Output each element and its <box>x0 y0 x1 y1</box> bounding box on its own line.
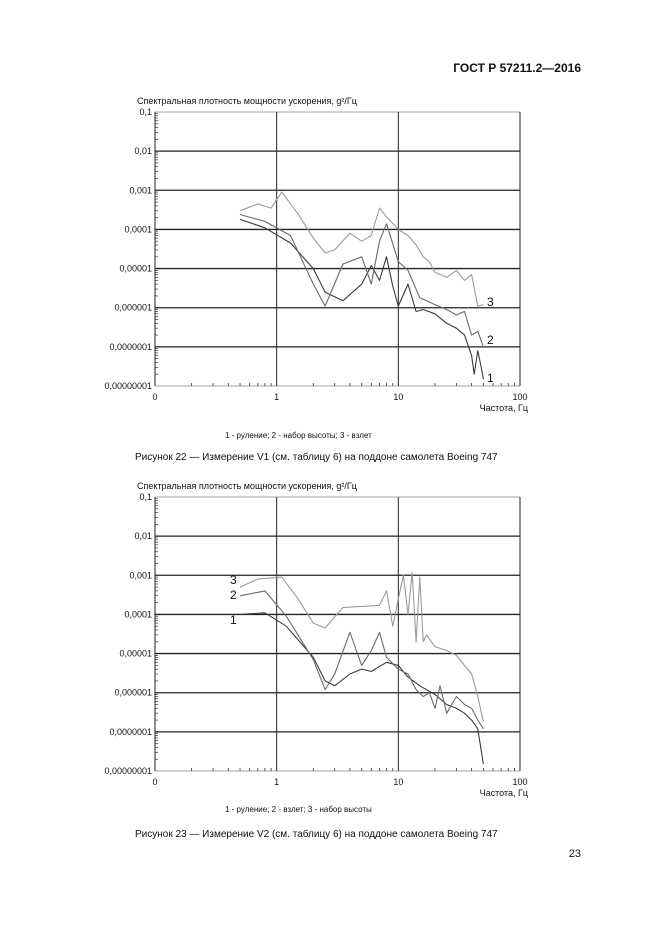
figure-1-legend: 1 - руление; 2 - набор высоты; 3 - взлет <box>225 431 372 440</box>
series-line-3 <box>239 571 484 723</box>
chart-1: Спектральная плотность мощности ускорени… <box>104 96 528 413</box>
y-tick-label: 0,1 <box>139 107 152 117</box>
curve-label-2: 2 <box>487 333 494 347</box>
figure-1-caption: Рисунок 22 — Измерение V1 (см. таблицу 6… <box>135 452 498 463</box>
series-line-2 <box>239 590 484 730</box>
y-axis-title: Спектральная плотность мощности ускорени… <box>137 481 357 491</box>
document-header: ГОСТ Р 57211.2—2016 <box>453 61 581 75</box>
chart-2: Спектральная плотность мощности ускорени… <box>104 481 528 798</box>
x-axis-title: Частота, Гц <box>480 788 528 798</box>
y-tick-label: 0,001 <box>129 570 152 580</box>
x-tick-label: 1 <box>274 392 279 402</box>
series-line-1 <box>239 218 484 380</box>
figure-2-caption: Рисунок 23 — Измерение V2 (см. таблицу 6… <box>135 829 498 840</box>
series-line-3 <box>239 191 484 307</box>
y-tick-label: 0,0001 <box>124 609 152 619</box>
x-tick-label: 0 <box>152 392 157 402</box>
curve-label-3: 3 <box>487 295 494 309</box>
y-tick-label: 0,0000001 <box>109 342 152 352</box>
y-tick-label: 0,000001 <box>114 303 152 313</box>
page-number: 23 <box>568 848 581 860</box>
y-tick-label: 0,000001 <box>114 688 152 698</box>
x-axis-title: Частота, Гц <box>480 403 528 413</box>
y-tick-label: 0,00000001 <box>104 766 152 776</box>
y-tick-label: 0,001 <box>129 185 152 195</box>
y-tick-label: 0,0000001 <box>109 727 152 737</box>
y-tick-label: 0,00001 <box>119 264 152 274</box>
series-line-2 <box>239 213 484 348</box>
y-tick-label: 0,01 <box>134 146 152 156</box>
y-tick-label: 0,00001 <box>119 649 152 659</box>
curve-label-2: 2 <box>230 588 237 602</box>
x-tick-label: 10 <box>393 392 403 402</box>
figure-2-legend: 1 - руление; 2 - взлет; 3 - набор высоты <box>225 805 372 814</box>
y-tick-label: 0,01 <box>134 531 152 541</box>
curve-label-1: 1 <box>487 371 494 385</box>
y-axis-title: Спектральная плотность мощности ускорени… <box>137 96 357 106</box>
y-tick-label: 0,1 <box>139 492 152 502</box>
x-tick-label: 1 <box>274 777 279 787</box>
y-tick-label: 0,00000001 <box>104 381 152 391</box>
y-tick-label: 0,0001 <box>124 224 152 234</box>
curve-label-1: 1 <box>230 613 237 627</box>
x-tick-label: 100 <box>512 777 527 787</box>
x-tick-label: 0 <box>152 777 157 787</box>
x-tick-label: 100 <box>512 392 527 402</box>
x-tick-label: 10 <box>393 777 403 787</box>
curve-label-3: 3 <box>230 573 237 587</box>
